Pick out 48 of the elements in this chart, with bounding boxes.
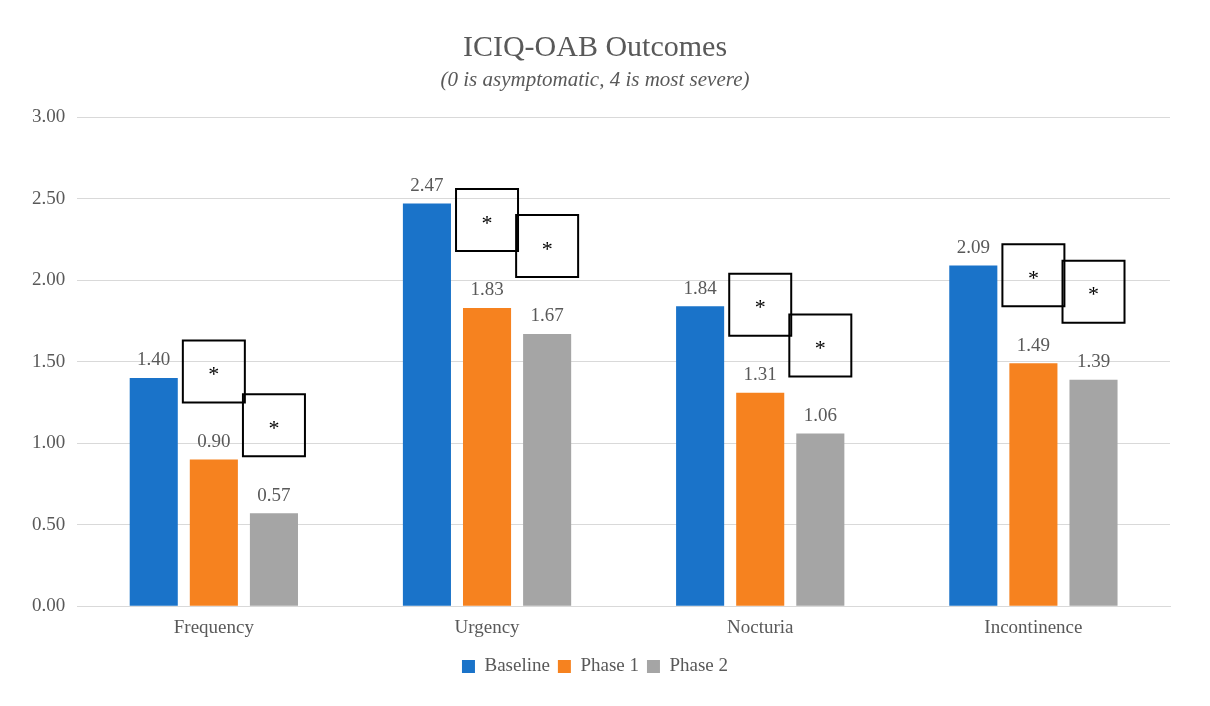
x-tick-label: Incontinence [984, 615, 1083, 637]
data-label: 0.57 [257, 483, 291, 505]
data-label: 2.09 [956, 236, 990, 258]
bar [796, 433, 845, 606]
data-label: 1.84 [683, 276, 718, 298]
data-label: 1.40 [137, 348, 171, 370]
annotation: * [754, 294, 766, 320]
annotation: * [268, 415, 280, 441]
bar [462, 307, 512, 606]
bar [523, 333, 572, 606]
y-tick-label: 1.00 [32, 431, 66, 453]
data-label: 1.31 [743, 363, 777, 385]
data-label: 1.39 [1076, 350, 1111, 372]
bar [1069, 379, 1118, 606]
bar [249, 513, 298, 606]
data-label: 2.47 [410, 174, 444, 196]
data-label: 1.49 [1016, 333, 1051, 355]
legend-label: Phase 2 [669, 654, 729, 676]
annotation: * [481, 209, 493, 235]
bar [736, 392, 785, 606]
y-tick-label: 0.00 [32, 594, 66, 616]
y-tick-label: 0.50 [32, 512, 66, 534]
y-tick-label: 2.00 [32, 268, 66, 290]
data-label: 1.83 [470, 278, 504, 300]
x-tick-label: Nocturia [726, 615, 795, 637]
bar [949, 265, 998, 606]
annotation: * [208, 361, 220, 387]
x-tick-label: Frequency [173, 615, 255, 637]
data-label: 1.67 [530, 304, 564, 326]
y-tick-label: 2.50 [32, 186, 66, 208]
bar [129, 378, 178, 606]
x-tick-label: Urgency [454, 615, 521, 637]
annotation: * [814, 335, 826, 361]
annotation: * [541, 235, 553, 261]
legend-label: Phase 1 [580, 654, 639, 676]
data-label: 1.06 [803, 403, 837, 425]
bar [189, 459, 238, 606]
bar [676, 306, 725, 606]
chart-title: ICIQ-OAB Outcomes [462, 28, 728, 62]
annotation: * [1027, 265, 1039, 291]
data-label: 0.90 [197, 429, 231, 451]
y-tick-label: 3.00 [32, 105, 66, 127]
bar [1009, 363, 1058, 606]
legend-label: Baseline [484, 654, 550, 676]
chart-subtitle: (0 is asymptomatic, 4 is most severe) [440, 67, 750, 92]
y-tick-label: 1.50 [32, 349, 66, 371]
bar [402, 203, 451, 606]
annotation: * [1088, 281, 1100, 307]
